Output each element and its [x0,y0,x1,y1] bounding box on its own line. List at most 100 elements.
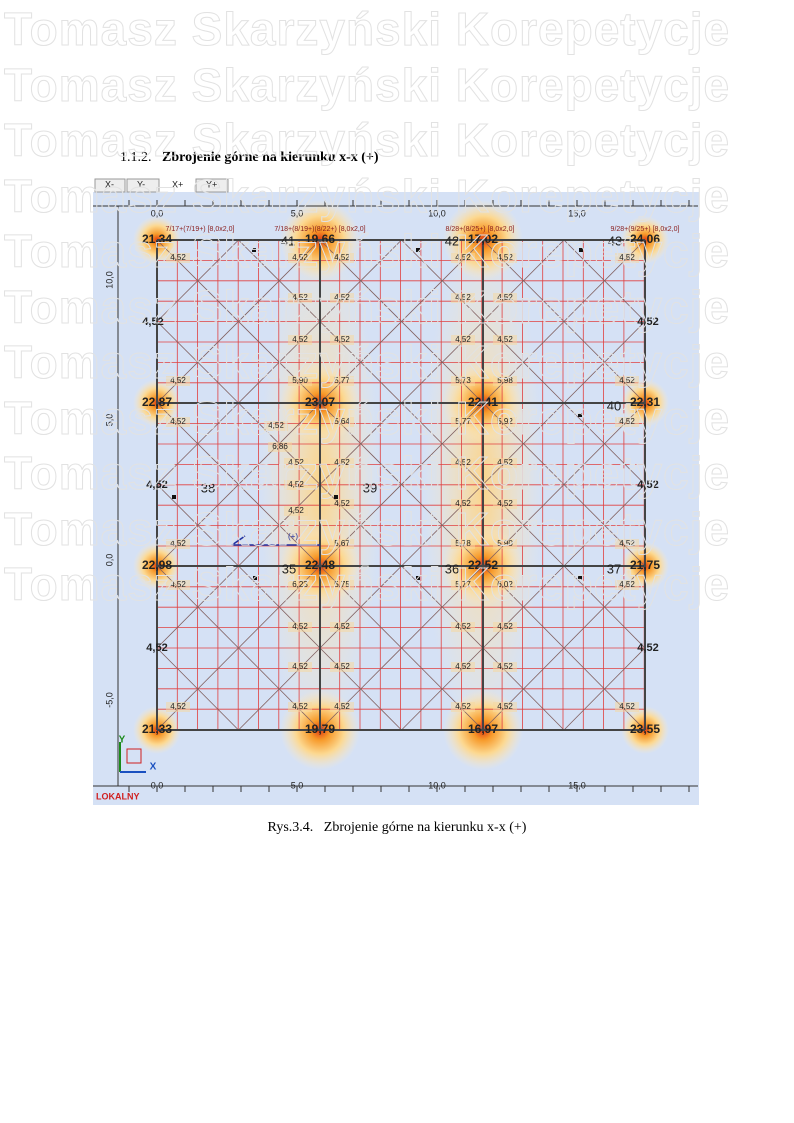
node-value: 22,41 [468,395,498,409]
axis-x: X [150,762,157,773]
heading-number: 1.1.2. [120,150,152,165]
edge-value: 4,52 [146,642,167,654]
cell-bg [451,335,475,345]
cell-bg [330,253,354,263]
cell-bg [330,499,354,509]
cell-bg [166,253,190,263]
panel-marker [579,248,583,252]
y-tick-label: 5,0 [104,414,114,427]
cell-value: 6,02 [497,580,513,589]
panel-number: 43 [608,233,622,248]
cell-bg [284,506,308,516]
cell-bg [288,622,312,632]
cell-value: 5,77 [455,580,471,589]
cell-bg [288,376,312,386]
node-value: 22,52 [468,558,498,572]
grid-line [319,565,402,649]
cell-value: 4,52 [170,376,186,385]
cell-value: 5,98 [497,376,513,385]
cell-bg [330,539,354,549]
cell-bg [451,458,475,468]
screenshot: X- Y- X+ Y+ 0,0 5,0 10,0 15,0 0,0 5,0 10,0 15,0 10,… [93,177,699,805]
cell-value: 4,52 [455,253,471,262]
cell-bg [288,293,312,303]
tab-label: X+ [172,179,183,189]
cell-value: 5,73 [455,376,471,385]
cell-bg [330,580,354,590]
cell-bg [330,662,354,672]
node-value: 19,79 [305,722,335,736]
cell-value: 4,52 [334,253,350,262]
cell-value: 5,77 [334,376,350,385]
x-tick-label: 0,0 [151,208,164,218]
cell-bg [166,539,190,549]
node-value: 23,55 [630,722,660,736]
cell-bg [451,539,475,549]
cell-value: 5,75 [334,580,350,589]
cell-bg [330,376,354,386]
grid-line [156,321,239,404]
panel-marker [334,495,338,499]
cell-bg [288,580,312,590]
cell-value: 4,52 [292,662,308,671]
grid-line [319,647,402,731]
cell-value: 4,52 [288,480,304,489]
x-tick-label: 5,0 [291,780,304,790]
x-tick-label: 15,0 [568,780,586,790]
cell-value: 4,52 [455,335,471,344]
panel-number: 36 [445,561,459,576]
node-value: 21,34 [142,232,172,246]
panel-number: 42 [445,233,459,248]
system: LOKALNY [96,791,140,801]
cell-bg [451,580,475,590]
cell-bg [451,417,475,427]
grid-line [156,239,321,404]
axis-icon [126,748,142,764]
tab-label: Y- [137,179,145,189]
cell-bg [493,417,517,427]
cell-bg [330,458,354,468]
cell-value: 4,52 [334,293,350,302]
grid-line [238,239,321,322]
cell-value: 5,92 [497,417,513,426]
cell-bg [166,702,190,712]
cell-value: 4,52 [455,622,471,631]
grid-line [319,484,402,567]
cell-bg [615,253,639,263]
cell-value: 4,52 [334,622,350,631]
grid-line [238,565,321,649]
grid-line [156,402,321,567]
cell-value: 4,52 [619,539,635,548]
cell-value: 4,52 [497,662,513,671]
cell-value: 4,52 [268,421,284,430]
node-value: 22,87 [142,395,172,409]
cell-bg [284,458,308,468]
caption: Rys.3.4. Zbrojenie górne na kierunku x-x… [0,820,794,836]
node-value: 17,02 [468,232,498,246]
panel-marker [578,576,582,580]
cell-bg [451,253,475,263]
y-tick-label: -5,0 [104,692,114,708]
cell-bg [264,421,288,431]
cell-bg [330,622,354,632]
cell-value: 4,52 [619,702,635,711]
cell-bg [493,580,517,590]
cell-value: 4,52 [455,293,471,302]
cell-value: 5,77 [455,417,471,426]
grid-line [482,239,646,404]
grid-line [563,239,646,322]
cell-value: 4,52 [292,622,308,631]
cell-bg [493,539,517,549]
panel-number: 38 [201,480,215,495]
grid-line [319,402,402,485]
grid-line [156,484,239,567]
cell-bg [166,580,190,590]
cell-value: 6,23 [292,580,308,589]
grid-line [238,647,321,731]
cell-bg [451,376,475,386]
grid-line [482,402,646,567]
cell-bg [493,293,517,303]
grid-line [563,321,646,404]
panel-marker [252,248,256,252]
cell-bg [166,417,190,427]
